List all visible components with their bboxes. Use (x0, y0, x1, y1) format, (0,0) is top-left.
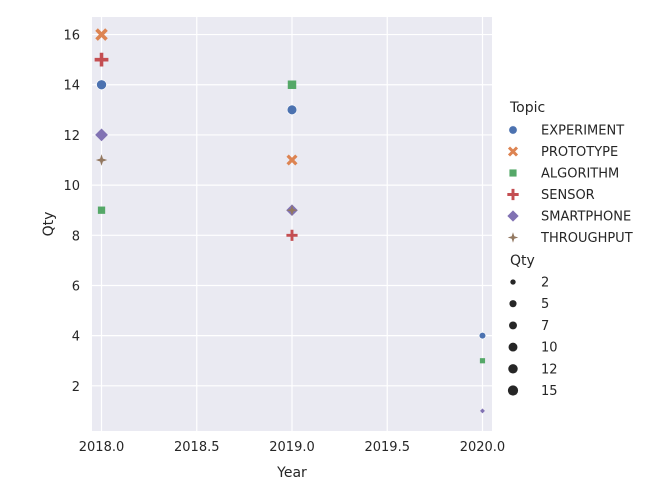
x-tick-label: 2018.5 (174, 440, 220, 455)
data-point-algorithm (287, 80, 297, 89)
data-points (94, 28, 487, 414)
y-tick-label: 4 (72, 330, 80, 345)
size-legend-marker (509, 300, 517, 308)
size-legend-label: 15 (541, 384, 558, 399)
legend-marker-algorithm (509, 169, 517, 177)
y-tick-label: 8 (72, 229, 80, 244)
legend-label-sensor: SENSOR (541, 188, 595, 203)
size-legend-marker (510, 279, 516, 285)
data-point-sensor (94, 52, 109, 67)
legend-title-qty: Qty (510, 253, 535, 269)
data-point-throughput (286, 204, 298, 216)
data-point-experiment (96, 79, 107, 91)
data-point-smartphone (480, 408, 485, 414)
y-axis-ticks: 2 4 6 8 10 12 14 16 (63, 29, 80, 395)
x-axis-title: Year (276, 465, 307, 481)
x-tick-label: 2019.5 (364, 440, 410, 455)
data-point-smartphone (95, 128, 108, 142)
size-legend-marker (507, 385, 519, 396)
legend-label-smartphone: SMARTPHONE (541, 210, 631, 225)
data-point-throughput (95, 154, 108, 166)
legend-label-experiment: EXPERIMENT (541, 124, 624, 139)
legend-marker-experiment (508, 125, 518, 135)
legend-marker-prototype (507, 146, 519, 157)
size-legend-label: 7 (541, 319, 549, 334)
x-tick-label: 2020.0 (460, 440, 506, 455)
y-axis-title: Qty (41, 212, 57, 237)
x-tick-label: 2019.0 (269, 440, 315, 455)
size-legend-label: 10 (541, 341, 558, 356)
legend-marker-sensor (507, 188, 519, 201)
legend: Topic Qty EXPERIMENT PROTOTYPE ALGORITHM SE… (507, 100, 633, 399)
data-point-experiment (286, 104, 298, 115)
data-point-algorithm (479, 358, 486, 364)
size-legend-label: 12 (541, 362, 558, 377)
size-legend-marker (508, 342, 518, 352)
x-tick-label: 2018.0 (79, 440, 125, 455)
size-legend-label: 5 (541, 297, 549, 312)
data-point-prototype (286, 154, 298, 166)
y-tick-label: 14 (63, 79, 80, 94)
legend-label-algorithm: ALGORITHM (541, 167, 619, 182)
legend-title-topic: Topic (509, 100, 545, 116)
legend-label-throughput: THROUGHPUT (540, 231, 633, 246)
y-tick-label: 6 (72, 279, 80, 294)
data-point-experiment (478, 332, 487, 340)
y-tick-label: 16 (63, 29, 80, 44)
size-legend-label: 2 (541, 276, 549, 291)
size-legend-marker (508, 364, 518, 374)
y-tick-label: 12 (63, 129, 80, 144)
data-point-prototype (95, 28, 108, 41)
x-axis-ticks: 2018.0 2018.5 2019.0 2019.5 2020.0 (79, 440, 505, 455)
data-point-sensor (286, 229, 298, 241)
y-tick-label: 10 (63, 179, 80, 194)
legend-label-prototype: PROTOTYPE (541, 145, 618, 160)
data-point-algorithm (97, 206, 106, 214)
legend-marker-throughput (507, 232, 519, 243)
y-tick-label: 2 (72, 380, 80, 395)
legend-marker-smartphone (507, 210, 519, 222)
size-legend-marker (509, 321, 517, 330)
